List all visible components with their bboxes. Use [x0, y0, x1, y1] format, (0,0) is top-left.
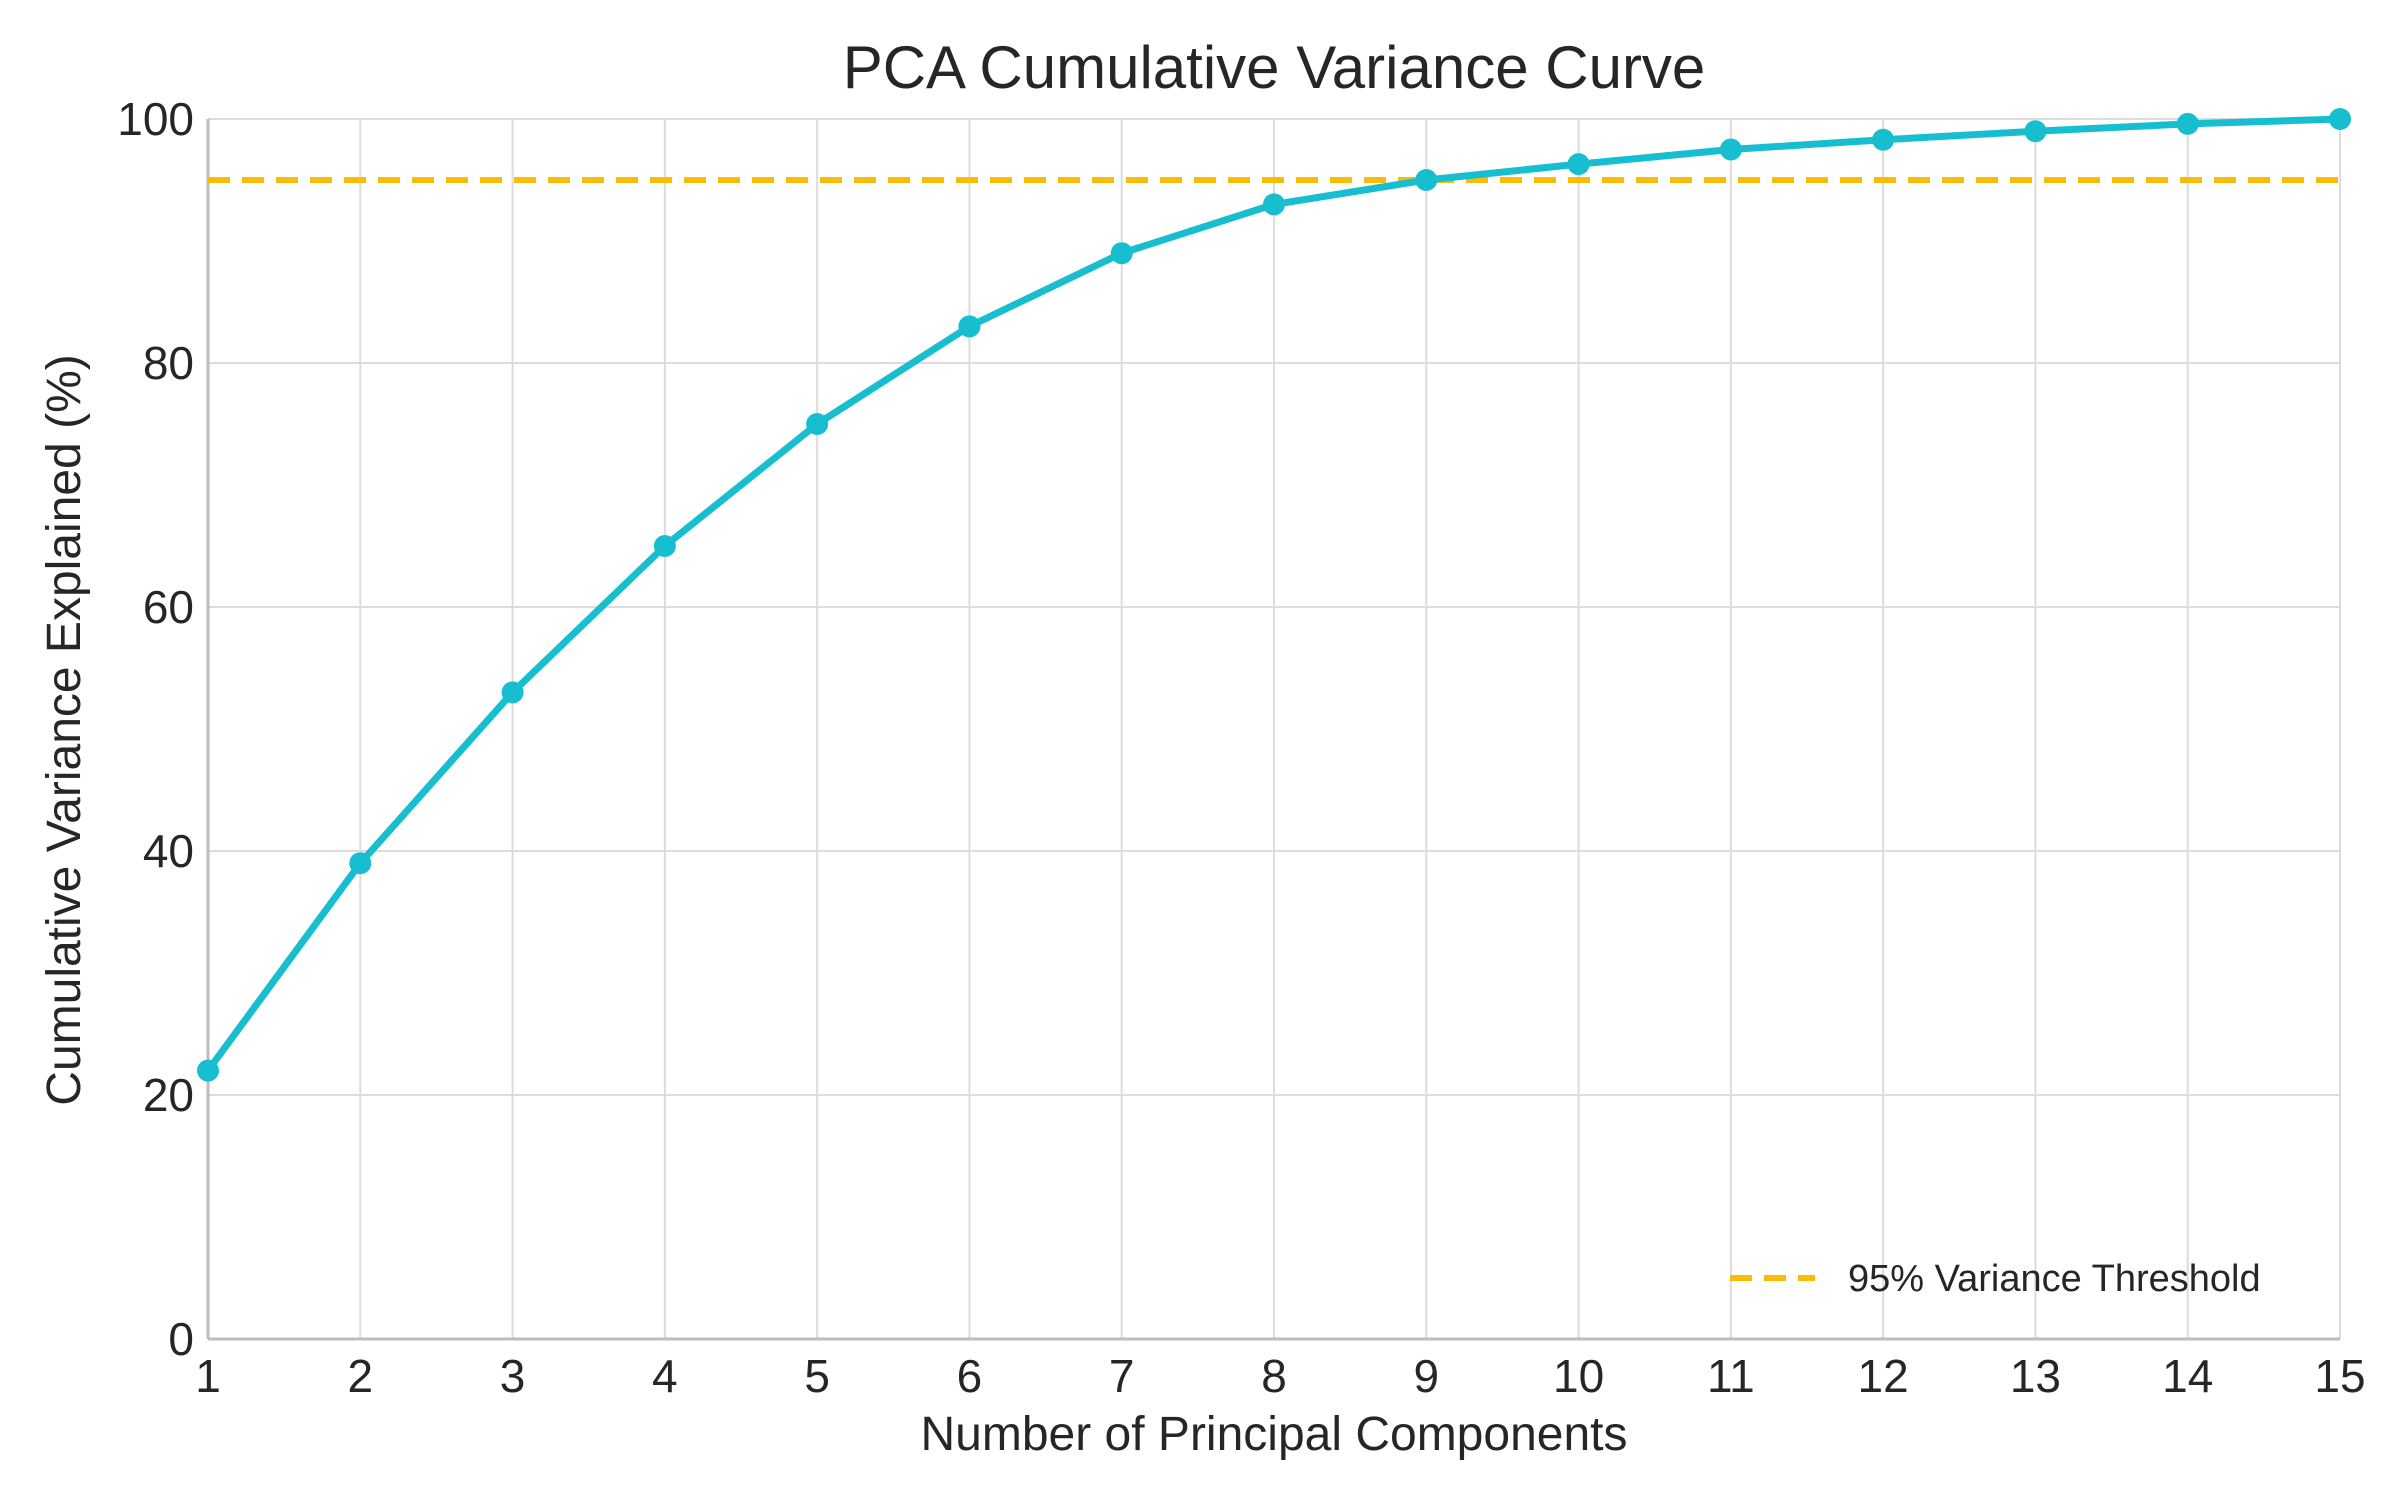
data-point: [197, 1059, 219, 1082]
grid: [207, 118, 2341, 1340]
x-axis-label: Number of Principal Components: [921, 1408, 1628, 1461]
x-tick-label: 14: [2162, 1350, 2213, 1402]
x-tick-label: 3: [500, 1350, 526, 1402]
x-tick-label: 5: [804, 1350, 830, 1402]
x-tick-label: 8: [1261, 1350, 1287, 1402]
data-point: [1719, 138, 1742, 161]
data-point: [1110, 242, 1133, 265]
x-tick-label: 4: [652, 1350, 678, 1402]
y-tick-label: 0: [168, 1313, 194, 1365]
y-tick-label: 80: [143, 337, 194, 389]
y-tick-label: 100: [117, 93, 194, 145]
data-point: [958, 315, 981, 338]
data-point: [2176, 112, 2199, 135]
series-layer: [197, 108, 2351, 1082]
legend-threshold-label: 95% Variance Threshold: [1848, 1258, 2261, 1300]
data-point: [1567, 153, 1590, 176]
data-point: [1872, 128, 1895, 151]
x-tick-label: 11: [1707, 1350, 1755, 1402]
x-tick-label: 2: [347, 1350, 373, 1402]
y-tick-label: 60: [143, 581, 194, 633]
x-tick-label: 10: [1553, 1350, 1604, 1402]
y-axis-label: Cumulative Variance Explained (%): [38, 354, 91, 1105]
data-point: [1415, 169, 1438, 191]
y-tick-label: 20: [143, 1069, 194, 1121]
x-tick-label: 12: [1858, 1350, 1909, 1402]
data-point: [2024, 120, 2047, 143]
x-tick-label: 13: [2010, 1350, 2061, 1402]
data-point: [2329, 108, 2351, 130]
y-tick-label: 40: [143, 825, 194, 877]
chart-title: PCA Cumulative Variance Curve: [843, 34, 1706, 101]
data-point: [1263, 193, 1285, 216]
data-point: [501, 681, 524, 704]
data-point: [653, 535, 676, 557]
data-point: [349, 852, 372, 875]
x-tick-label: 7: [1109, 1350, 1135, 1402]
axes: [206, 119, 2340, 1341]
data-point: [806, 413, 829, 435]
legend: 95% Variance Threshold: [1730, 1258, 2261, 1300]
x-tick-label: 1: [195, 1350, 221, 1402]
x-tick-label: 6: [957, 1350, 983, 1402]
x-tick-label: 9: [1413, 1350, 1439, 1402]
x-tick-label: 15: [2314, 1350, 2365, 1402]
